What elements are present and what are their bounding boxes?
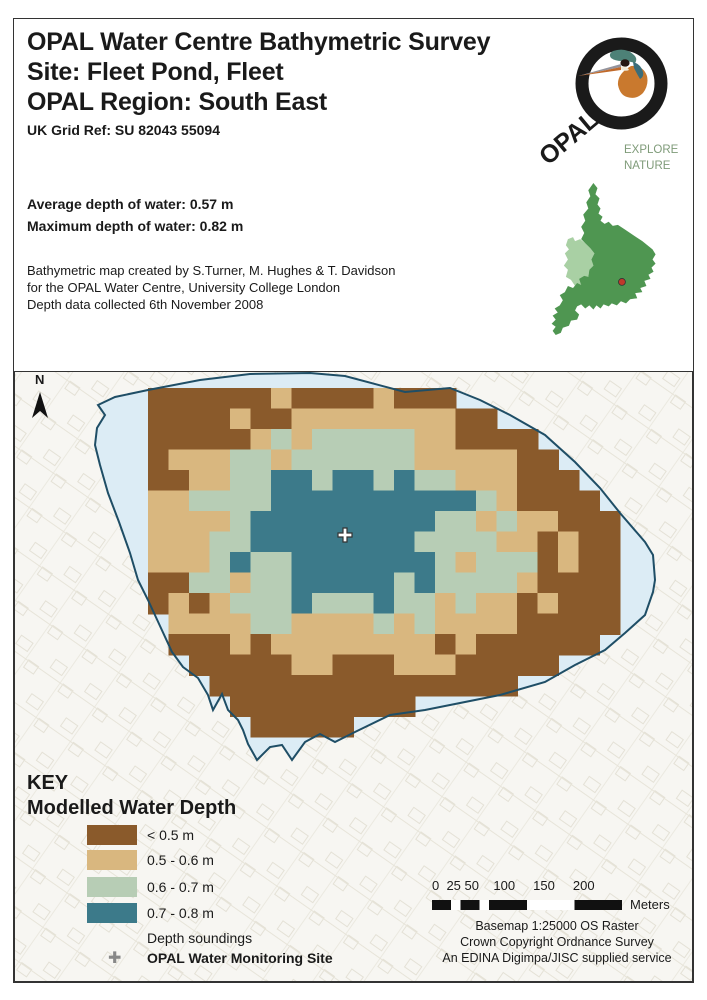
svg-text:N: N [35,372,44,387]
